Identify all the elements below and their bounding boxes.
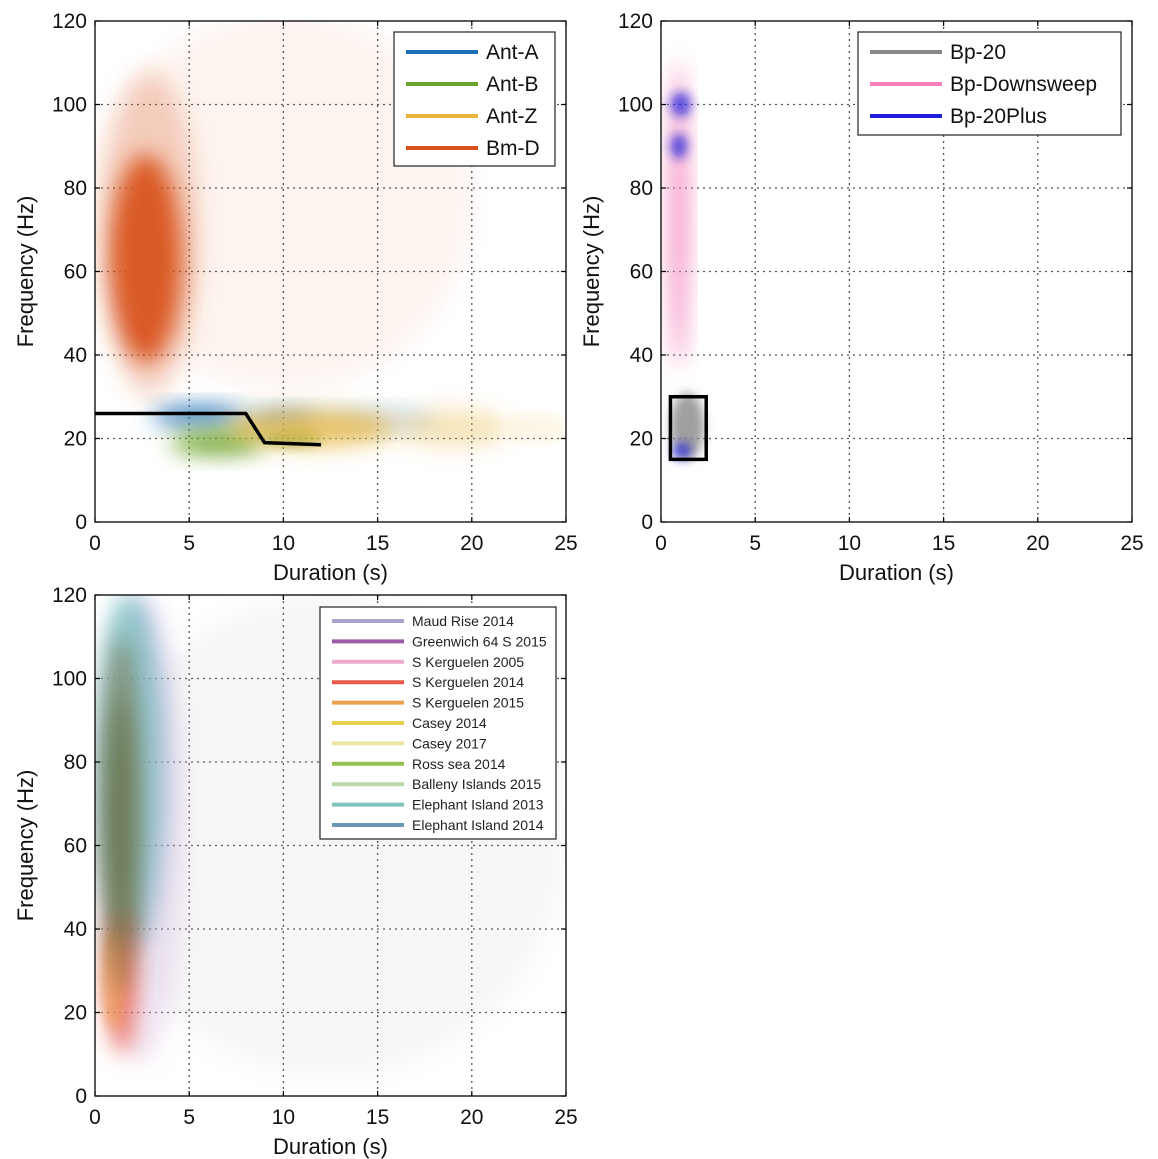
legend-label: Elephant Island 2014 xyxy=(412,817,544,833)
contour-trace-line xyxy=(95,411,322,447)
y-tick-label: 100 xyxy=(52,668,87,691)
legend-label: Ant-B xyxy=(486,73,539,96)
y-tick-label: 60 xyxy=(64,261,87,284)
legend-label: Bp-Downsweep xyxy=(950,73,1097,96)
legend-label: Bp-20 xyxy=(950,41,1006,64)
legend: Ant-A Ant-B Ant-Z Bm-D xyxy=(393,31,556,167)
x-axis-ticks: 0 5 10 15 20 25 xyxy=(655,21,1144,555)
y-axis-label: Frequency (Hz) xyxy=(13,770,38,922)
y-tick-label: 40 xyxy=(64,344,87,367)
overlay-rect-layer xyxy=(668,395,708,462)
legend-label: Greenwich 64 S 2015 xyxy=(412,633,547,649)
y-axis-label: Frequency (Hz) xyxy=(579,196,604,348)
legend-label: Ant-A xyxy=(486,41,539,64)
legend-label: Ant-Z xyxy=(486,105,538,128)
y-axis-label: Frequency (Hz) xyxy=(13,196,38,348)
density-blob-bp-20 xyxy=(670,392,705,460)
legend-label: Bp-20Plus xyxy=(950,105,1047,128)
density-blob-bp-20plus xyxy=(670,133,688,159)
legend-label: Casey 2017 xyxy=(412,735,487,751)
y-tick-label: 60 xyxy=(630,261,653,284)
y-tick-label: 100 xyxy=(618,94,653,117)
x-tick-label: 20 xyxy=(1026,532,1049,555)
bounding-box-outline xyxy=(668,395,708,462)
legend-label: Elephant Island 2013 xyxy=(412,797,544,813)
x-axis-label: Duration (s) xyxy=(273,1134,388,1159)
x-tick-label: 25 xyxy=(554,1106,577,1129)
density-blob-bp-20plus xyxy=(670,91,692,118)
y-tick-label: 60 xyxy=(64,835,87,858)
legend-label: S Kerguelen 2014 xyxy=(412,674,524,690)
y-tick-label: 80 xyxy=(630,177,653,200)
density-blob-bp-20plus xyxy=(672,442,692,460)
x-tick-label: 20 xyxy=(460,532,483,555)
y-tick-label: 20 xyxy=(64,1002,87,1025)
x-tick-label: 20 xyxy=(460,1106,483,1129)
x-tick-label: 10 xyxy=(272,1106,295,1129)
legend: Bp-20 Bp-Downsweep Bp-20Plus xyxy=(857,31,1122,136)
y-tick-label: 0 xyxy=(641,511,653,534)
plot-area xyxy=(670,62,705,460)
y-axis-ticks: 0 20 40 60 80 100 120 xyxy=(618,10,1132,534)
y-tick-label: 0 xyxy=(75,511,87,534)
x-axis-ticks: 0 5 10 15 20 25 xyxy=(89,595,578,1129)
legend-label: Bm-D xyxy=(486,137,540,160)
density-blob xyxy=(106,699,133,950)
x-tick-label: 0 xyxy=(89,532,101,555)
x-axis-ticks: 0 5 10 15 20 25 xyxy=(89,21,578,555)
density-blob-ant-z xyxy=(226,409,397,447)
legend-label: Balleny Islands 2015 xyxy=(412,776,541,792)
x-tick-label: 5 xyxy=(749,532,761,555)
x-tick-label: 10 xyxy=(838,532,861,555)
density-blob-ant-z xyxy=(509,413,566,443)
x-tick-label: 25 xyxy=(1120,532,1143,555)
x-tick-label: 0 xyxy=(89,1106,101,1129)
legend-label: S Kerguelen 2005 xyxy=(412,654,524,670)
x-tick-label: 15 xyxy=(366,532,389,555)
density-blob-bm-d xyxy=(95,21,472,389)
y-tick-label: 80 xyxy=(64,751,87,774)
y-tick-label: 80 xyxy=(64,177,87,200)
y-tick-label: 120 xyxy=(618,10,653,33)
legend-label: S Kerguelen 2015 xyxy=(412,695,524,711)
legend-box xyxy=(393,31,556,167)
plot-area xyxy=(95,21,566,456)
x-tick-label: 0 xyxy=(655,532,667,555)
y-tick-label: 40 xyxy=(64,918,87,941)
density-blob-ant-a xyxy=(151,405,246,426)
legend-label: Ross sea 2014 xyxy=(412,756,506,772)
overlay-line-layer xyxy=(95,411,322,447)
x-tick-label: 15 xyxy=(932,532,955,555)
y-tick-label: 120 xyxy=(52,584,87,607)
x-axis-label: Duration (s) xyxy=(839,560,954,585)
x-axis-label: Duration (s) xyxy=(273,560,388,585)
y-tick-label: 120 xyxy=(52,10,87,33)
y-tick-label: 20 xyxy=(64,428,87,451)
legend-label: Maud Rise 2014 xyxy=(412,613,514,629)
density-blob-ant-z xyxy=(396,409,510,447)
x-tick-label: 5 xyxy=(183,1106,195,1129)
x-tick-label: 10 xyxy=(272,532,295,555)
y-tick-label: 100 xyxy=(52,94,87,117)
legend-label: Casey 2014 xyxy=(412,715,487,731)
legend: Maud Rise 2014 Greenwich 64 S 2015 S Kergu… xyxy=(319,606,557,840)
y-axis-ticks: 0 20 40 60 80 100 120 xyxy=(52,10,566,534)
y-tick-label: 0 xyxy=(75,1085,87,1108)
y-axis-ticks: 0 20 40 60 80 100 120 xyxy=(52,584,566,1108)
x-tick-label: 15 xyxy=(366,1106,389,1129)
x-tick-label: 25 xyxy=(554,532,577,555)
y-tick-label: 20 xyxy=(630,428,653,451)
x-tick-label: 5 xyxy=(183,532,195,555)
y-tick-label: 40 xyxy=(630,344,653,367)
